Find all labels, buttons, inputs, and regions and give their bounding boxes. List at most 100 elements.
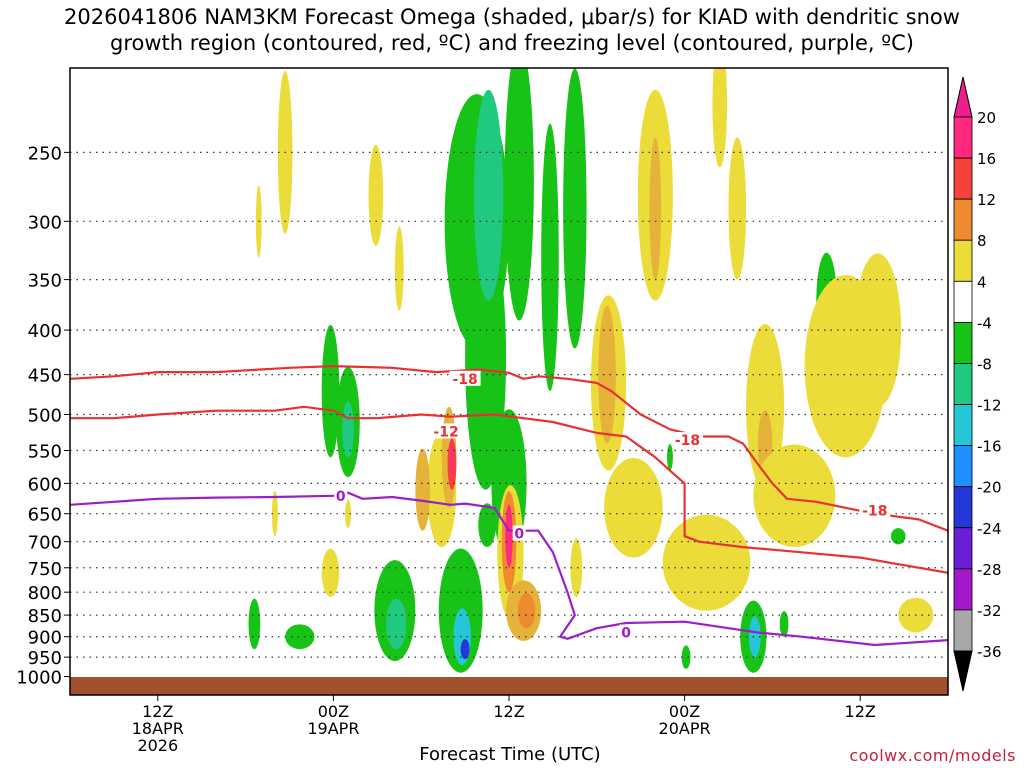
colorbar-label-20: 20 bbox=[977, 109, 996, 127]
colorbar-legend: 20 16 12 8 4 -4 -8 -12 -16 -20 -24 -28 -32 -36 bbox=[953, 76, 1002, 692]
omega-cell-51 bbox=[662, 514, 751, 611]
omega-cell-46 bbox=[746, 323, 785, 490]
omega-cell-30 bbox=[415, 448, 430, 531]
colorbar-band-5 bbox=[953, 321, 973, 364]
omega-cell-1 bbox=[465, 225, 507, 490]
contour-dgz-12-lower bbox=[70, 405, 948, 574]
x-tick-label-0-0: 12Z bbox=[142, 702, 173, 721]
colorbar-band-0 bbox=[953, 116, 973, 159]
colorbar-band-8 bbox=[953, 445, 973, 488]
y-tick-label-650: 650 bbox=[28, 505, 62, 526]
x-tick-label-1-0: 00Z bbox=[318, 702, 349, 721]
x-tick-label-3-1: 20APR bbox=[659, 719, 711, 738]
omega-cell-19 bbox=[748, 616, 761, 658]
y-tick-label-950: 950 bbox=[28, 648, 62, 669]
colorbar-band-11 bbox=[953, 568, 973, 611]
omega-cell-7 bbox=[321, 324, 340, 458]
contour-label-bg-2 bbox=[672, 432, 704, 448]
omega-cell-52 bbox=[604, 458, 663, 558]
omega-cell-50 bbox=[854, 253, 902, 407]
ground-terrain bbox=[70, 677, 948, 695]
contour-label-bg-4 bbox=[334, 487, 348, 503]
colorbar-band-12 bbox=[953, 609, 973, 652]
y-tick-label-550: 550 bbox=[28, 442, 62, 463]
colorbar-band-10 bbox=[953, 527, 973, 570]
colorbar-label-8: 8 bbox=[977, 232, 987, 250]
contour-label-5: 0 bbox=[514, 526, 524, 542]
colorbar-bottom-arrow bbox=[953, 650, 973, 692]
omega-cell-41 bbox=[598, 305, 616, 444]
omega-cell-17 bbox=[285, 624, 315, 650]
y-tick-label-500: 500 bbox=[28, 405, 62, 426]
omega-cell-14 bbox=[460, 639, 470, 660]
y-tick-label-350: 350 bbox=[28, 271, 62, 292]
omega-cell-2 bbox=[473, 89, 504, 301]
omega-cell-48 bbox=[753, 444, 836, 548]
colorbar-band-7 bbox=[953, 404, 973, 447]
y-tick-label-900: 900 bbox=[28, 628, 62, 649]
omega-cell-44 bbox=[712, 68, 728, 168]
omega-cell-54 bbox=[321, 548, 340, 597]
omega-cell-23 bbox=[890, 528, 906, 545]
colorbar-label--24: -24 bbox=[977, 520, 1002, 538]
credit-link[interactable]: coolwx.com/models bbox=[849, 746, 1016, 765]
omega-shading bbox=[248, 68, 934, 673]
colorbar-label--20: -20 bbox=[977, 479, 1002, 497]
contour-label-6: 0 bbox=[621, 625, 631, 641]
omega-cell-24 bbox=[681, 645, 691, 669]
x-axis-label: Forecast Time (UTC) bbox=[419, 744, 601, 765]
colorbar-band-2 bbox=[953, 198, 973, 241]
colorbar-band-4 bbox=[953, 280, 973, 323]
contour-label-bg-6 bbox=[619, 624, 633, 640]
colorbar-band-1 bbox=[953, 157, 973, 200]
x-tick-label-1-1: 19APR bbox=[307, 719, 359, 738]
colorbar-label--12: -12 bbox=[977, 397, 1002, 415]
y-tick-label-700: 700 bbox=[28, 533, 62, 554]
colorbar-label-16: 16 bbox=[977, 150, 996, 168]
contour-labels: -18 -12 -18 -18 0 0 0 bbox=[334, 370, 891, 641]
colorbar-label--36: -36 bbox=[977, 643, 1002, 661]
chart-title: 2026041806 NAM3KM Forecast Omega (shaded… bbox=[0, 4, 1024, 56]
omega-cell-16 bbox=[248, 598, 261, 650]
y-tick-label-250: 250 bbox=[28, 143, 62, 164]
omega-cell-11 bbox=[386, 598, 407, 650]
omega-cell-9 bbox=[342, 401, 354, 458]
y-tick-label-800: 800 bbox=[28, 583, 62, 604]
contour-label-3: -18 bbox=[862, 504, 887, 520]
y-tick-label-600: 600 bbox=[28, 474, 62, 495]
colorbar-band-9 bbox=[953, 486, 973, 529]
x-tick-label-0-1: 18APR bbox=[132, 719, 184, 738]
omega-cell-26 bbox=[368, 144, 384, 246]
omega-cell-55 bbox=[271, 491, 278, 537]
contour-label-0: -18 bbox=[452, 372, 477, 388]
omega-cell-28 bbox=[394, 226, 404, 311]
colorbar-top-arrow bbox=[953, 76, 973, 118]
colorbar-label--16: -16 bbox=[977, 438, 1002, 456]
omega-cell-36 bbox=[505, 504, 513, 568]
contour-label-bg-0 bbox=[449, 370, 481, 386]
omega-cell-43 bbox=[649, 137, 662, 280]
omega-cell-45 bbox=[728, 137, 747, 280]
omega-cell-20 bbox=[779, 611, 789, 637]
omega-cell-5 bbox=[541, 123, 559, 392]
y-tick-label-450: 450 bbox=[28, 366, 62, 387]
colorbar-label--4: -4 bbox=[977, 314, 992, 332]
y-axis: 2503003504004505005506006507007508008509… bbox=[16, 143, 70, 689]
colorbar-label--28: -28 bbox=[977, 561, 1002, 579]
colorbar-label--32: -32 bbox=[977, 602, 1002, 620]
y-tick-label-750: 750 bbox=[28, 559, 62, 580]
chart-title-line-1: 2026041806 NAM3KM Forecast Omega (shaded… bbox=[64, 5, 960, 29]
x-tick-label-4-0: 12Z bbox=[845, 702, 876, 721]
omega-cell-3 bbox=[504, 68, 534, 321]
contour-label-1: -12 bbox=[433, 424, 458, 440]
contour-label-bg-3 bbox=[859, 502, 891, 518]
y-tick-label-850: 850 bbox=[28, 606, 62, 627]
x-tick-label-0-2: 2026 bbox=[137, 736, 178, 755]
omega-cell-56 bbox=[345, 499, 351, 528]
contour-label-bg-1 bbox=[430, 423, 462, 439]
omega-cell-22 bbox=[667, 444, 673, 471]
y-tick-label-1000: 1000 bbox=[16, 668, 62, 689]
omega-cell-15 bbox=[478, 503, 496, 548]
